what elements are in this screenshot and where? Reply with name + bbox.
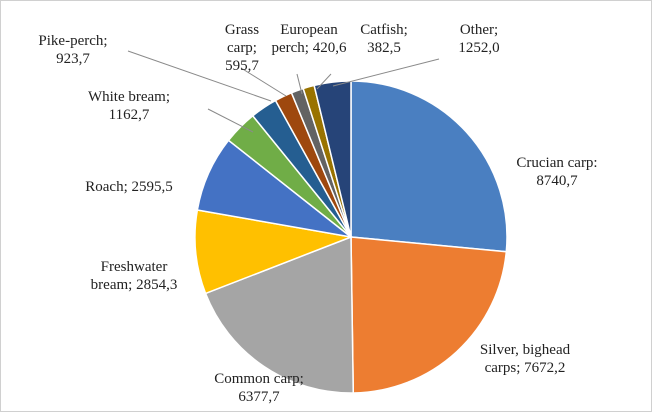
slice-label: Roach; 2595,5 [85,179,173,195]
pie-slice [350,236,508,394]
slice-label-line: Catfish; [360,22,408,38]
slice-label-line: bream; 2854,3 [91,277,178,293]
slice-label-line: carp; [227,40,257,56]
slice-label-line: 6377,7 [238,389,280,405]
slice-label-line: White bream; [88,89,170,105]
slice-label-line: Grass [225,22,259,38]
slice-label: Freshwater bream; 2854,3 [91,259,178,293]
slice-label: Silver, bighead carps; 7672,2 [480,342,571,376]
slice-label: Pike-perch; 923,7 [38,33,107,67]
slice-label-line: Roach; 2595,5 [85,179,173,195]
slice-label-line: European [280,22,338,38]
pie-slice [204,235,355,394]
slice-label-line: 1252,0 [458,40,499,56]
slice-label: Crucian carp: 8740,7 [516,155,597,189]
slice-label-line: 923,7 [56,51,90,67]
slice-label-line: 1162,7 [109,107,150,123]
slice-label-line: Common carp; [214,371,304,387]
slice-label: Catfish; 382,5 [360,22,408,56]
slice-label: Common carp; 6377,7 [214,371,304,405]
slice-label-line: 8740,7 [536,173,578,189]
leader-line [296,73,303,95]
slice-label: Grass carp; 595,7 [225,22,259,74]
leader-line [207,108,254,133]
leader-line [127,50,272,102]
slice-label-line: 595,7 [225,58,259,74]
slice-label-line: 382,5 [367,40,401,56]
slice-label: European perch; 420,6 [272,22,347,56]
slice-label-line: Crucian carp: [516,155,597,171]
slice-label-line: perch; 420,6 [272,40,347,56]
leader-line [332,58,440,87]
slice-label-line: Freshwater [101,259,168,275]
slice-label-line: Pike-perch; [38,33,107,49]
slice-label-line: Other; [460,22,498,38]
slice-label-line: Silver, bighead [480,342,571,358]
leader-line [240,67,287,97]
pie-slice [350,80,508,253]
slice-label: Other; 1252,0 [458,22,499,56]
slice-label-line: carps; 7672,2 [485,360,566,376]
slice-label: White bream; 1162,7 [88,89,170,123]
leader-line [316,73,332,90]
